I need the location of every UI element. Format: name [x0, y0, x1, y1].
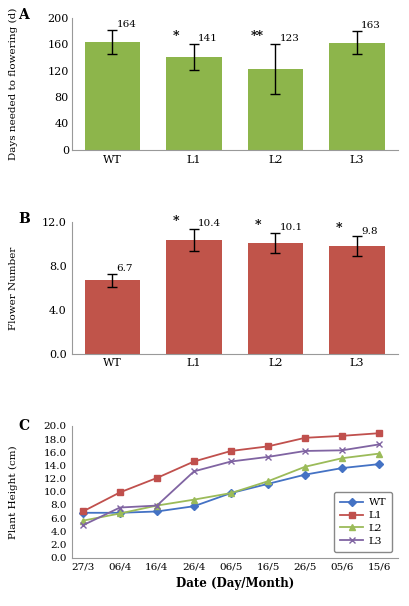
L1 — [80, 508, 85, 515]
X-axis label: Date (Day/Month): Date (Day/Month) — [175, 577, 293, 590]
WT — [117, 509, 122, 516]
Text: *: * — [254, 219, 260, 232]
WT — [80, 509, 85, 516]
L3 — [376, 441, 381, 448]
L2 — [80, 517, 85, 524]
Y-axis label: Plant Height (cm): Plant Height (cm) — [9, 445, 18, 539]
Text: C: C — [18, 419, 29, 433]
Line: L3: L3 — [80, 442, 381, 528]
Y-axis label: Flower Number: Flower Number — [9, 246, 18, 330]
Bar — [85, 280, 140, 354]
Text: 164: 164 — [116, 21, 136, 29]
Line: L2: L2 — [80, 451, 381, 524]
L2 — [154, 502, 159, 509]
Line: WT: WT — [80, 461, 381, 516]
Bar — [85, 42, 140, 150]
L1 — [376, 430, 381, 437]
WT — [376, 461, 381, 468]
L1 — [265, 443, 270, 450]
Bar — [166, 57, 221, 150]
L3 — [265, 453, 270, 461]
Text: 9.8: 9.8 — [360, 227, 377, 236]
L3 — [117, 504, 122, 511]
WT — [228, 490, 233, 497]
WT — [302, 471, 307, 478]
Text: 6.7: 6.7 — [116, 264, 133, 273]
Text: B: B — [18, 211, 29, 225]
L2 — [302, 463, 307, 470]
Text: **: ** — [250, 30, 263, 42]
Text: 123: 123 — [279, 34, 299, 43]
WT — [265, 480, 270, 487]
Text: *: * — [335, 222, 342, 236]
L3 — [228, 458, 233, 465]
Bar — [328, 246, 384, 354]
Text: A: A — [18, 8, 29, 22]
L2 — [265, 478, 270, 485]
Y-axis label: Days needed to flowering (d): Days needed to flowering (d) — [9, 8, 18, 160]
Line: L1: L1 — [80, 430, 381, 514]
L1 — [228, 447, 233, 454]
Text: *: * — [172, 30, 179, 42]
L2 — [376, 450, 381, 458]
Text: 163: 163 — [360, 21, 380, 30]
Text: *: * — [172, 215, 179, 228]
L2 — [191, 496, 196, 503]
L2 — [117, 510, 122, 517]
L2 — [339, 454, 344, 462]
Text: 141: 141 — [198, 34, 218, 43]
L1 — [339, 432, 344, 439]
Text: 10.4: 10.4 — [198, 219, 220, 228]
L1 — [117, 489, 122, 496]
WT — [339, 464, 344, 471]
Bar — [328, 42, 384, 150]
L3 — [80, 522, 85, 529]
WT — [191, 502, 196, 510]
L1 — [302, 434, 307, 441]
L1 — [154, 474, 159, 482]
Bar — [166, 239, 221, 354]
Bar — [247, 243, 302, 354]
Legend: WT, L1, L2, L3: WT, L1, L2, L3 — [333, 491, 391, 552]
L3 — [302, 447, 307, 454]
L3 — [154, 502, 159, 509]
L1 — [191, 458, 196, 465]
Text: 10.1: 10.1 — [279, 224, 302, 233]
L3 — [339, 447, 344, 454]
L3 — [191, 468, 196, 475]
WT — [154, 508, 159, 515]
L2 — [228, 490, 233, 497]
Bar — [247, 69, 302, 150]
